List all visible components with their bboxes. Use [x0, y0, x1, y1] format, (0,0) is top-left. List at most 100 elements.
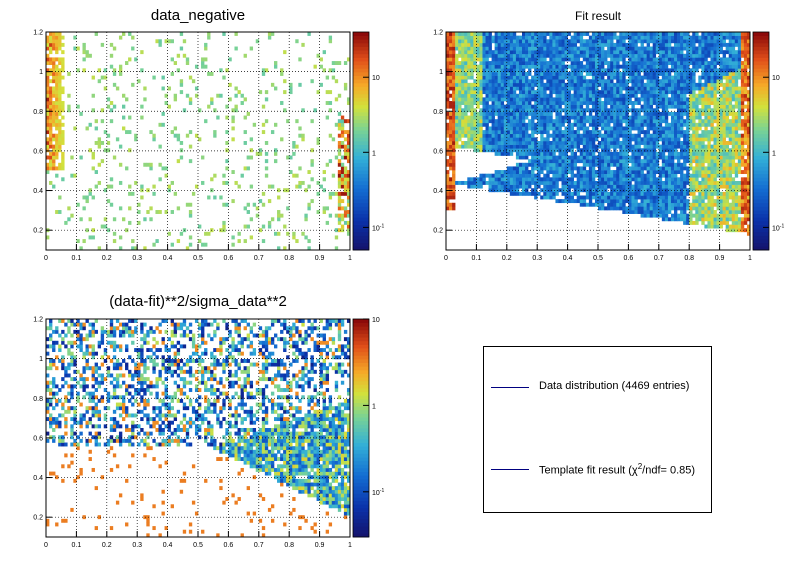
- heatmap-cell: [643, 39, 647, 44]
- heatmap-cell: [503, 53, 508, 58]
- heatmap-cell: [485, 97, 489, 102]
- heatmap-cell: [122, 217, 126, 222]
- heatmap-cell: [467, 133, 471, 138]
- colorbar-segment: [353, 115, 369, 120]
- heatmap-cell: [310, 148, 314, 153]
- heatmap-cell: [518, 126, 523, 131]
- heatmap-cell: [646, 64, 650, 69]
- heatmap-cell: [522, 133, 526, 138]
- heatmap-cell: [598, 195, 602, 200]
- heatmap-cell: [479, 75, 483, 80]
- heatmap-cell: [503, 79, 508, 84]
- heatmap-cell: [658, 42, 663, 47]
- heatmap-cell: [246, 111, 250, 116]
- heatmap-cell: [695, 170, 699, 174]
- heatmap-cell: [582, 115, 587, 120]
- heatmap-cell: [109, 177, 114, 182]
- heatmap-cell: [125, 166, 129, 171]
- heatmap-cell: [179, 82, 184, 87]
- heatmap-cell: [500, 42, 505, 47]
- heatmap-cell: [485, 148, 489, 153]
- heatmap-cell: [658, 170, 663, 174]
- heatmap-cell: [55, 151, 59, 156]
- heatmap-cell: [500, 188, 505, 193]
- heatmap-cell: [340, 173, 345, 178]
- heatmap-cell: [452, 42, 456, 47]
- heatmap-cell: [70, 155, 74, 160]
- heatmap-cell: [52, 144, 56, 149]
- heatmap-cell: [58, 122, 62, 127]
- heatmap-cell: [670, 93, 675, 98]
- heatmap-cell: [500, 79, 505, 84]
- heatmap-cell: [722, 180, 726, 185]
- heatmap-cell: [140, 188, 144, 193]
- heatmap-cell: [594, 104, 599, 109]
- heatmap-cell: [307, 246, 311, 251]
- heatmap-cell: [661, 32, 666, 36]
- heatmap-cell: [464, 108, 468, 113]
- heatmap-cell: [582, 202, 587, 207]
- heatmap-cell: [546, 133, 550, 138]
- heatmap-cell: [467, 82, 471, 87]
- heatmap-cell: [497, 137, 502, 142]
- heatmap-cell: [528, 97, 532, 102]
- heatmap-cell: [598, 191, 602, 196]
- heatmap-cell: [573, 155, 578, 160]
- heatmap-cell: [667, 195, 672, 200]
- heatmap-cell: [522, 108, 526, 113]
- heatmap-cell: [543, 82, 547, 87]
- heatmap-cell: [607, 82, 611, 87]
- heatmap-cell: [628, 173, 632, 178]
- heatmap-cell: [601, 188, 605, 193]
- heatmap-cell: [277, 210, 281, 214]
- heatmap-cell: [652, 115, 657, 120]
- heatmap-cell: [488, 71, 492, 76]
- heatmap-cell: [125, 97, 129, 102]
- heatmap-cell: [515, 39, 520, 44]
- heatmap-cell: [701, 97, 705, 102]
- heatmap-cell: [619, 50, 623, 55]
- heatmap-cell: [100, 119, 105, 124]
- heatmap-cell: [552, 144, 556, 149]
- heatmap-cell: [698, 39, 702, 44]
- heatmap-cell: [561, 50, 565, 55]
- heatmap-cell: [449, 71, 453, 76]
- heatmap-cell: [634, 155, 638, 160]
- heatmap-cell: [719, 195, 723, 200]
- heatmap-cell: [540, 101, 544, 105]
- heatmap-cell: [613, 108, 617, 113]
- heatmap-cell: [476, 101, 480, 105]
- heatmap-cell: [631, 32, 635, 36]
- heatmap-cell: [622, 180, 626, 185]
- colorbar-segment: [353, 108, 369, 113]
- heatmap-cell: [522, 35, 526, 40]
- heatmap-cell: [686, 141, 690, 145]
- heatmap-cell: [316, 191, 320, 196]
- heatmap-cell: [579, 93, 584, 98]
- heatmap-cell: [619, 199, 623, 204]
- heatmap-cell: [591, 46, 596, 51]
- heatmap-cell: [343, 180, 348, 185]
- heatmap-cell: [225, 159, 229, 164]
- heatmap-cell: [46, 122, 50, 127]
- heatmap-cell: [518, 191, 523, 196]
- heatmap-cell: [628, 57, 632, 62]
- heatmap-cell: [640, 130, 644, 135]
- heatmap-cell: [231, 235, 235, 240]
- heatmap-cell: [461, 32, 465, 36]
- heatmap-cell: [634, 90, 638, 95]
- heatmap-cell: [643, 46, 647, 51]
- heatmap-cell: [604, 180, 608, 185]
- heatmap-cell: [594, 68, 599, 73]
- heatmap-cell: [722, 104, 726, 109]
- heatmap-cell: [649, 111, 654, 116]
- heatmap-cell: [446, 42, 450, 47]
- heatmap-cell: [631, 46, 635, 51]
- heatmap-cell: [340, 166, 345, 171]
- heatmap-cell: [494, 75, 498, 80]
- heatmap-cell: [707, 144, 711, 149]
- heatmap-cell: [328, 101, 333, 105]
- heatmap-cell: [661, 101, 666, 105]
- heatmap-cell: [704, 184, 708, 189]
